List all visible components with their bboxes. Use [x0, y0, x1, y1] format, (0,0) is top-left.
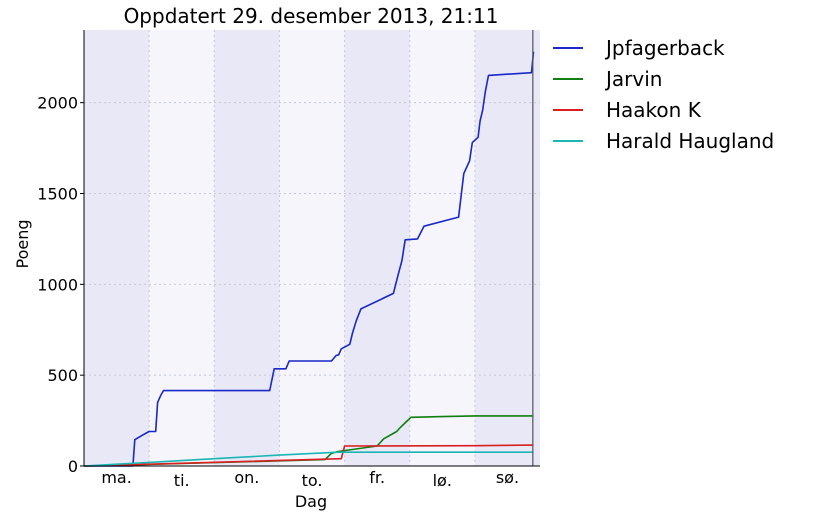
- legend-label: Jpfagerback: [604, 36, 725, 60]
- legend-label: Harald Haugland: [606, 129, 774, 153]
- series-lines: [83, 51, 535, 467]
- y-tick-label: 0: [68, 457, 78, 476]
- y-tick-label: 1500: [37, 185, 78, 204]
- x-tick-label: on.: [234, 468, 259, 487]
- tick-labels: ma. ti. on. to. fr. lø. sø. 0 500 1000 1500 2000: [37, 94, 519, 490]
- day-band: [279, 30, 345, 466]
- x-tick-label: sø.: [496, 468, 519, 487]
- y-tick-label: 1000: [37, 275, 78, 294]
- legend-label: Haakon K: [606, 98, 702, 122]
- x-tick-label: to.: [302, 471, 323, 490]
- chart-title: Oppdatert 29. desember 2013, 21:11: [124, 4, 499, 28]
- x-tick-label: lø.: [433, 471, 452, 490]
- y-tick-label: 500: [47, 366, 78, 385]
- series-line-jpfagerback: [84, 51, 535, 467]
- x-axis-title: Dag: [295, 492, 327, 511]
- x-tick-label: fr.: [369, 468, 385, 487]
- day-band: [344, 30, 410, 466]
- y-axis-title: Poeng: [13, 219, 32, 268]
- x-tick-label: ti.: [174, 471, 190, 490]
- x-tick-label: ma.: [101, 468, 131, 487]
- day-bands: [84, 30, 540, 466]
- day-band: [409, 30, 475, 466]
- day-band: [214, 30, 280, 466]
- legend-label: Jarvin: [604, 67, 662, 91]
- series-line-harald-haugland: [83, 451, 534, 467]
- gridlines: [84, 30, 540, 466]
- legend: Jpfagerback Jarvin Haakon K Harald Haugland: [553, 36, 774, 153]
- day-band: [84, 30, 150, 466]
- y-tick-label: 2000: [37, 94, 78, 113]
